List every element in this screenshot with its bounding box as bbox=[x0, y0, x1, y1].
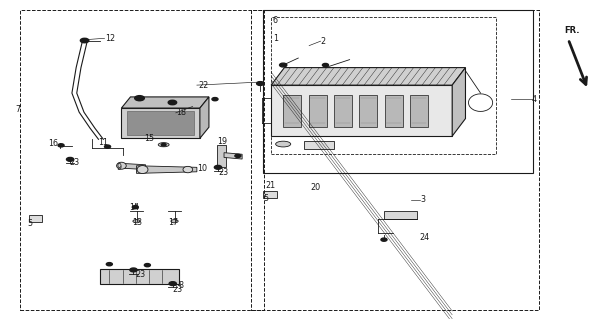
Text: 21: 21 bbox=[265, 181, 275, 190]
Circle shape bbox=[106, 263, 113, 266]
Text: 6: 6 bbox=[273, 16, 278, 25]
Circle shape bbox=[58, 144, 64, 147]
Text: 9: 9 bbox=[117, 163, 122, 172]
Polygon shape bbox=[217, 145, 226, 167]
Ellipse shape bbox=[183, 166, 192, 173]
Polygon shape bbox=[122, 97, 209, 108]
Circle shape bbox=[212, 98, 218, 101]
Circle shape bbox=[67, 157, 74, 161]
Polygon shape bbox=[304, 141, 335, 149]
Text: 23: 23 bbox=[172, 284, 183, 293]
Text: 16: 16 bbox=[48, 139, 59, 148]
Circle shape bbox=[280, 63, 287, 67]
Polygon shape bbox=[384, 211, 417, 219]
Circle shape bbox=[162, 143, 166, 146]
Polygon shape bbox=[271, 85, 452, 136]
Polygon shape bbox=[128, 111, 194, 135]
Polygon shape bbox=[224, 153, 242, 159]
Circle shape bbox=[80, 38, 89, 43]
Text: 7: 7 bbox=[15, 105, 20, 114]
Circle shape bbox=[168, 100, 177, 105]
Text: 15: 15 bbox=[145, 134, 154, 143]
Polygon shape bbox=[359, 95, 378, 126]
Text: 14: 14 bbox=[129, 203, 139, 212]
Text: 1: 1 bbox=[273, 35, 278, 44]
Circle shape bbox=[214, 165, 221, 169]
Polygon shape bbox=[200, 97, 209, 138]
Text: 12: 12 bbox=[105, 34, 115, 43]
Text: 23: 23 bbox=[136, 270, 145, 279]
Text: 18: 18 bbox=[175, 108, 186, 117]
Ellipse shape bbox=[117, 162, 126, 169]
Polygon shape bbox=[137, 166, 197, 173]
Text: 3: 3 bbox=[420, 195, 425, 204]
Text: 17: 17 bbox=[169, 218, 178, 227]
Circle shape bbox=[322, 63, 329, 67]
Circle shape bbox=[132, 205, 139, 209]
Circle shape bbox=[105, 145, 111, 148]
Polygon shape bbox=[334, 95, 352, 126]
Text: 8: 8 bbox=[178, 281, 184, 290]
Polygon shape bbox=[119, 163, 146, 170]
Polygon shape bbox=[309, 95, 327, 126]
Circle shape bbox=[169, 282, 176, 285]
Polygon shape bbox=[385, 95, 403, 126]
Text: 2: 2 bbox=[321, 37, 325, 46]
Circle shape bbox=[130, 268, 137, 272]
Polygon shape bbox=[452, 68, 465, 136]
Circle shape bbox=[135, 96, 145, 101]
Circle shape bbox=[381, 238, 387, 241]
Polygon shape bbox=[283, 95, 301, 126]
Polygon shape bbox=[29, 215, 42, 222]
Ellipse shape bbox=[159, 143, 169, 147]
Ellipse shape bbox=[276, 141, 291, 147]
Polygon shape bbox=[122, 108, 200, 138]
Polygon shape bbox=[410, 95, 428, 126]
Text: 20: 20 bbox=[310, 183, 321, 192]
Ellipse shape bbox=[171, 220, 178, 223]
Text: 10: 10 bbox=[197, 164, 207, 173]
Circle shape bbox=[235, 154, 241, 157]
Text: 22: 22 bbox=[198, 81, 208, 90]
Text: FR.: FR. bbox=[564, 26, 580, 35]
Ellipse shape bbox=[133, 220, 140, 223]
Text: 24: 24 bbox=[420, 233, 430, 242]
Circle shape bbox=[145, 264, 151, 267]
Circle shape bbox=[257, 82, 264, 85]
Text: 23: 23 bbox=[70, 158, 80, 167]
Text: 13: 13 bbox=[132, 218, 142, 227]
Text: 11: 11 bbox=[99, 138, 108, 147]
Text: 4: 4 bbox=[532, 95, 537, 104]
Polygon shape bbox=[263, 191, 276, 198]
Ellipse shape bbox=[137, 165, 148, 173]
Polygon shape bbox=[271, 68, 465, 85]
Text: 5: 5 bbox=[28, 219, 33, 228]
Text: 5: 5 bbox=[263, 194, 269, 203]
Polygon shape bbox=[100, 269, 178, 284]
Text: 19: 19 bbox=[217, 137, 227, 146]
Text: 23: 23 bbox=[218, 168, 228, 177]
